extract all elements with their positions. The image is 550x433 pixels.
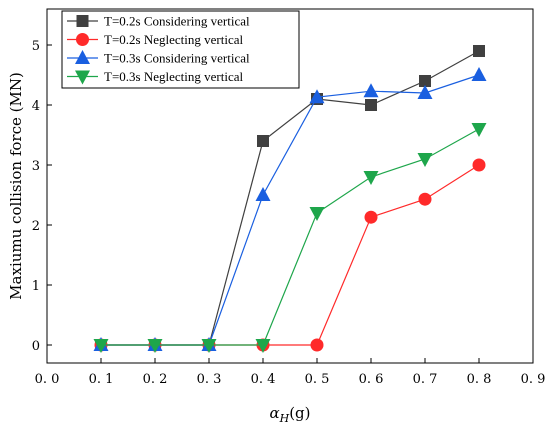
- x-axis-ticks: 0. 0 0. 1 0. 2 0. 3 0. 4 0. 5 0. 6 0. 7 0. 8 0. 9: [35, 358, 546, 387]
- legend-label: T=0.2s Considering vertical: [104, 14, 250, 29]
- y-tick-label: 4: [32, 99, 40, 114]
- data-point: [309, 89, 325, 104]
- data-point: [255, 187, 271, 201]
- x-tick-label: 0. 2: [143, 372, 168, 387]
- x-tick-label: 0. 1: [89, 372, 114, 387]
- series-line: [101, 74, 480, 346]
- y-tick-label: 1: [32, 279, 40, 294]
- data-point: [417, 85, 433, 99]
- data-point: [363, 83, 379, 98]
- series-line: [101, 128, 480, 346]
- plot-frame: [46, 8, 534, 364]
- y-axis-title: Maxiumu collision force (MN): [7, 72, 25, 300]
- legend-marker: [75, 50, 90, 64]
- legend-label: T=0.3s Considering vertical: [104, 51, 250, 66]
- y-tick-label: 0: [32, 339, 40, 354]
- x-tick-label: 0. 0: [35, 372, 60, 387]
- legend-item: T=0.2s Neglecting vertical: [67, 32, 243, 47]
- legend-marker: [76, 33, 89, 46]
- data-point: [365, 99, 377, 111]
- data-point: [255, 339, 271, 353]
- data-point: [417, 153, 433, 167]
- x-axis-unit: (g): [289, 404, 310, 422]
- x-tick-label: 0. 3: [197, 372, 222, 387]
- y-tick-label: 3: [32, 159, 40, 174]
- data-point: [473, 45, 485, 57]
- x-axis-symbol: α: [269, 404, 279, 422]
- legend-item: T=0.3s Neglecting vertical: [67, 69, 243, 85]
- legend-item: T=0.2s Considering vertical: [67, 14, 250, 29]
- data-point: [363, 171, 379, 185]
- y-axis-ticks: 0 1 2 3 4 5: [32, 39, 52, 354]
- x-axis-subscript: H: [279, 412, 290, 425]
- x-tick-label: 0. 8: [467, 372, 492, 387]
- data-point: [310, 338, 324, 352]
- x-tick-label: 0. 6: [359, 372, 384, 387]
- x-tick-label: 0. 5: [305, 372, 330, 387]
- legend-label: T=0.3s Neglecting vertical: [104, 69, 243, 84]
- data-point: [147, 339, 163, 353]
- data-point: [418, 192, 432, 206]
- legend: T=0.2s Considering vertical T=0.2s Neglec…: [61, 10, 300, 89]
- series-layer: [93, 45, 487, 353]
- legend-marker: [75, 70, 90, 85]
- data-point: [364, 210, 378, 224]
- data-point: [93, 339, 109, 353]
- legend-item: T=0.3s Considering vertical: [67, 50, 250, 66]
- series-3: [93, 67, 487, 351]
- data-point: [309, 207, 325, 221]
- series-line: [101, 164, 480, 346]
- data-point: [472, 158, 486, 172]
- x-tick-label: 0. 4: [251, 372, 276, 387]
- series-2: [94, 158, 486, 352]
- data-point: [419, 75, 431, 87]
- x-tick-label: 0. 9: [521, 372, 546, 387]
- y-tick-label: 2: [32, 219, 40, 234]
- x-axis-title: αH(g): [269, 404, 310, 425]
- data-point: [471, 123, 487, 137]
- y-tick-label: 5: [32, 39, 40, 54]
- data-point: [201, 339, 217, 353]
- legend-marker: [76, 15, 89, 27]
- legend-box: [61, 10, 300, 89]
- data-point: [471, 67, 487, 81]
- legend-label: T=0.2s Neglecting vertical: [104, 32, 243, 47]
- x-tick-label: 0. 7: [413, 372, 438, 387]
- data-point: [257, 135, 269, 147]
- series-4: [93, 123, 487, 353]
